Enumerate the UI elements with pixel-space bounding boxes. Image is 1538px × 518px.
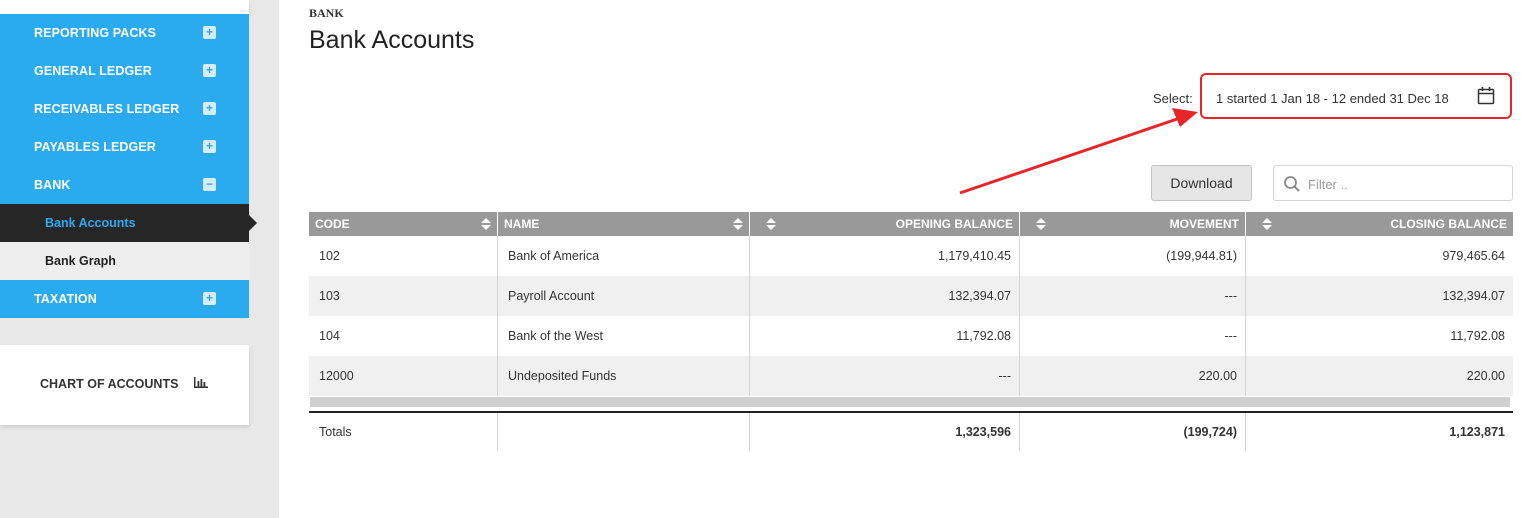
cell-code: 102 bbox=[309, 236, 498, 276]
download-button[interactable]: Download bbox=[1151, 165, 1252, 201]
sidebar-item-label: PAYABLES LEDGER bbox=[34, 140, 156, 154]
cell-closing-balance: 132,394.07 bbox=[1442, 289, 1505, 303]
cell-code: 12000 bbox=[309, 356, 498, 396]
column-header-code[interactable]: CODE bbox=[309, 212, 498, 236]
totals-opening-balance: 1,323,596 bbox=[750, 413, 1020, 451]
totals-movement: (199,724) bbox=[1020, 413, 1246, 451]
sidebar-item-reporting-packs[interactable]: REPORTING PACKS + bbox=[0, 14, 249, 52]
sidebar-item-bank[interactable]: BANK − bbox=[0, 166, 249, 204]
search-icon bbox=[1284, 176, 1300, 192]
page-title: Bank Accounts bbox=[309, 26, 475, 54]
sidebar-item-label: BANK bbox=[34, 178, 71, 192]
cell-name: Bank of the West bbox=[498, 316, 750, 356]
cell-movement: --- bbox=[1020, 276, 1246, 316]
cell-movement: 220.00 bbox=[1020, 356, 1246, 396]
sort-icon bbox=[733, 218, 743, 230]
totals-closing-balance: 1,123,871 bbox=[1449, 425, 1505, 439]
sidebar-subitem-label: Bank Graph bbox=[45, 254, 116, 268]
scrollbar-thumb[interactable] bbox=[310, 397, 1510, 407]
collapse-icon[interactable]: − bbox=[203, 178, 216, 191]
sidebar-subitem-bank-graph[interactable]: Bank Graph bbox=[0, 242, 249, 280]
expand-icon[interactable]: + bbox=[203, 140, 216, 153]
table-row[interactable]: 102 Bank of America 1,179,410.45 (199,94… bbox=[309, 236, 1513, 276]
sidebar-item-taxation[interactable]: TAXATION + bbox=[0, 280, 249, 318]
sidebar-subitem-bank-accounts[interactable]: Bank Accounts bbox=[0, 204, 257, 242]
cell-opening-balance: --- bbox=[750, 356, 1020, 396]
calendar-icon[interactable] bbox=[1477, 86, 1495, 105]
bank-accounts-table: CODE NAME OPENING BALANCE MOVEMENT CLOSI… bbox=[309, 212, 1513, 451]
sidebar-item-payables-ledger[interactable]: PAYABLES LEDGER + bbox=[0, 128, 249, 166]
cell-opening-balance: 1,179,410.45 bbox=[750, 236, 1020, 276]
sidebar-item-label: GENERAL LEDGER bbox=[34, 64, 152, 78]
totals-divider bbox=[309, 411, 1513, 413]
expand-icon[interactable]: + bbox=[203, 64, 216, 77]
sort-icon bbox=[1036, 218, 1046, 230]
cell-movement: --- bbox=[1020, 316, 1246, 356]
breadcrumb: BANK bbox=[309, 6, 344, 20]
expand-icon[interactable]: + bbox=[203, 102, 216, 115]
table-row[interactable]: 103 Payroll Account 132,394.07 --- 132,3… bbox=[309, 276, 1513, 316]
period-select-label: Select: bbox=[1153, 91, 1193, 106]
expand-icon[interactable]: + bbox=[203, 26, 216, 39]
bar-chart-icon bbox=[194, 377, 208, 388]
table-row[interactable]: 12000 Undeposited Funds --- 220.00 220.0… bbox=[309, 356, 1513, 396]
cell-name: Bank of America bbox=[498, 236, 750, 276]
totals-row: Totals 1,323,596 (199,724) 1,123,871 bbox=[309, 413, 1513, 451]
sidebar-top-card bbox=[0, 0, 249, 14]
column-header-label: CODE bbox=[315, 217, 350, 231]
expand-icon[interactable]: + bbox=[203, 292, 216, 305]
cell-code: 104 bbox=[309, 316, 498, 356]
totals-name bbox=[498, 413, 750, 451]
cell-movement: (199,944.81) bbox=[1020, 236, 1246, 276]
cell-name: Undeposited Funds bbox=[498, 356, 750, 396]
column-header-closing-balance[interactable]: CLOSING BALANCE bbox=[1246, 212, 1513, 236]
sidebar-item-label: TAXATION bbox=[34, 292, 97, 306]
chart-of-accounts-label: CHART OF ACCOUNTS bbox=[40, 377, 179, 391]
column-header-opening-balance[interactable]: OPENING BALANCE bbox=[750, 212, 1020, 236]
column-header-movement[interactable]: MOVEMENT bbox=[1020, 212, 1246, 236]
cell-closing-balance: 220.00 bbox=[1466, 369, 1505, 383]
cell-opening-balance: 11,792.08 bbox=[750, 316, 1020, 356]
table-header: CODE NAME OPENING BALANCE MOVEMENT CLOSI… bbox=[309, 212, 1513, 236]
totals-label: Totals bbox=[309, 413, 498, 451]
cell-name: Payroll Account bbox=[498, 276, 750, 316]
sidebar-nav: REPORTING PACKS + GENERAL LEDGER + RECEI… bbox=[0, 14, 257, 318]
chart-of-accounts-link[interactable]: CHART OF ACCOUNTS bbox=[0, 345, 249, 425]
filter-box[interactable] bbox=[1273, 165, 1513, 201]
cell-closing-balance: 11,792.08 bbox=[1450, 329, 1505, 343]
column-header-label: CLOSING BALANCE bbox=[1390, 217, 1507, 231]
cell-code: 103 bbox=[309, 276, 498, 316]
cell-opening-balance: 132,394.07 bbox=[750, 276, 1020, 316]
sort-icon bbox=[481, 218, 491, 230]
period-value: 1 started 1 Jan 18 - 12 ended 31 Dec 18 bbox=[1216, 91, 1449, 106]
sidebar-subitem-label: Bank Accounts bbox=[45, 216, 136, 230]
column-header-label: NAME bbox=[504, 217, 540, 231]
cell-closing-balance: 979,465.64 bbox=[1442, 249, 1505, 263]
column-header-label: MOVEMENT bbox=[1169, 217, 1239, 231]
filter-input[interactable] bbox=[1308, 174, 1503, 194]
column-header-name[interactable]: NAME bbox=[498, 212, 750, 236]
period-picker[interactable]: 1 started 1 Jan 18 - 12 ended 31 Dec 18 bbox=[1200, 73, 1512, 119]
horizontal-scrollbar[interactable] bbox=[309, 396, 1513, 411]
column-header-label: OPENING BALANCE bbox=[895, 217, 1013, 231]
sidebar-item-general-ledger[interactable]: GENERAL LEDGER + bbox=[0, 52, 249, 90]
sort-icon bbox=[1262, 218, 1272, 230]
table-row[interactable]: 104 Bank of the West 11,792.08 --- 11,79… bbox=[309, 316, 1513, 356]
sidebar-item-label: RECEIVABLES LEDGER bbox=[34, 102, 180, 116]
sidebar-item-label: REPORTING PACKS bbox=[34, 26, 157, 40]
sort-icon bbox=[766, 218, 776, 230]
sidebar-item-receivables-ledger[interactable]: RECEIVABLES LEDGER + bbox=[0, 90, 249, 128]
